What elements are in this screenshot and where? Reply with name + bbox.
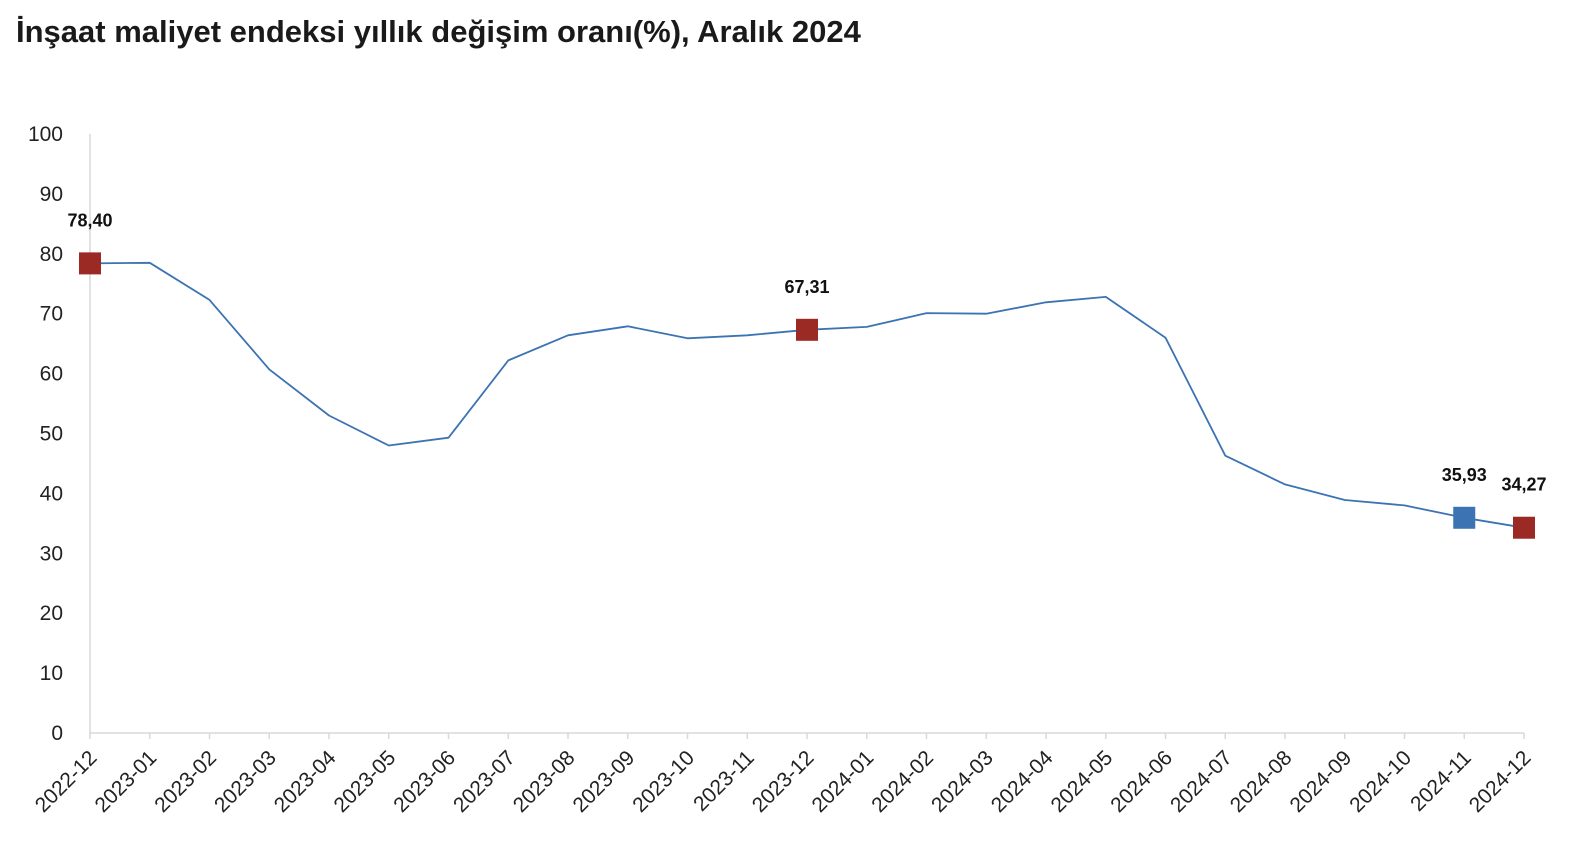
x-tick-label: 2024-06: [1106, 746, 1177, 817]
data-label: 78,40: [67, 210, 112, 230]
y-tick-label: 10: [40, 662, 63, 685]
y-tick-label: 70: [40, 303, 63, 326]
highlight-marker: [1513, 516, 1535, 539]
x-tick-label: 2023-08: [509, 746, 580, 817]
y-tick-label: 90: [40, 183, 63, 206]
x-tick-label: 2023-11: [689, 746, 759, 816]
x-tick-label: 2024-01: [808, 746, 879, 817]
x-tick-label: 2024-09: [1286, 746, 1357, 817]
x-tick-label: 2024-04: [987, 746, 1058, 817]
y-tick-label: 50: [40, 423, 63, 446]
highlight-marker: [79, 252, 101, 275]
x-tick-label: 2023-06: [389, 746, 460, 817]
x-tick-label: 2023-07: [449, 746, 520, 817]
x-tick-label: 2024-08: [1226, 746, 1297, 817]
series-line: [89, 261, 1525, 529]
y-tick-label: 60: [40, 363, 63, 386]
y-tick-label: 100: [28, 123, 63, 146]
highlight-marker: [796, 318, 818, 341]
chart-title: İnşaat maliyet endeksi yıllık değişim or…: [16, 14, 861, 49]
x-tick-label: 2024-02: [867, 746, 938, 817]
x-tick-label: 2024-05: [1047, 746, 1118, 817]
series-group: [89, 261, 1525, 529]
y-tick-label: 30: [40, 542, 63, 565]
x-tick-label: 2024-12: [1465, 746, 1536, 817]
x-tick-label: 2023-09: [569, 746, 640, 817]
highlight-marker: [1453, 506, 1476, 529]
x-axis-ticks: 2022-122023-012023-022023-032023-042023-…: [31, 733, 1536, 817]
x-tick-label: 2024-11: [1406, 746, 1476, 816]
x-tick-label: 2023-10: [628, 746, 699, 817]
x-tick-label: 2024-07: [1166, 746, 1237, 817]
y-tick-label: 40: [40, 482, 63, 505]
data-label: 67,31: [784, 277, 829, 297]
y-axis-ticks: 0 10 20 30 40 50 60 70 80 90 100: [28, 123, 63, 745]
x-tick-label: 2023-12: [748, 746, 819, 817]
x-tick-label: 2023-05: [330, 746, 401, 817]
y-tick-label: 20: [40, 602, 63, 625]
y-tick-label: 0: [51, 722, 63, 745]
x-tick-label: 2023-02: [150, 746, 221, 817]
x-tick-label: 2023-03: [210, 746, 281, 817]
x-tick-label: 2024-03: [927, 746, 998, 817]
marker-group: [79, 252, 1535, 539]
x-tick-label: 2023-04: [270, 746, 341, 817]
data-label: 35,93: [1442, 465, 1487, 485]
data-label-group: 78,40 67,31 35,93 34,27: [67, 210, 1546, 494]
data-label: 34,27: [1501, 475, 1546, 495]
x-tick-label: 2024-10: [1345, 746, 1416, 817]
y-tick-label: 80: [40, 243, 63, 266]
x-tick-label: 2023-01: [91, 746, 162, 817]
x-tick-label: 2022-12: [31, 746, 102, 817]
